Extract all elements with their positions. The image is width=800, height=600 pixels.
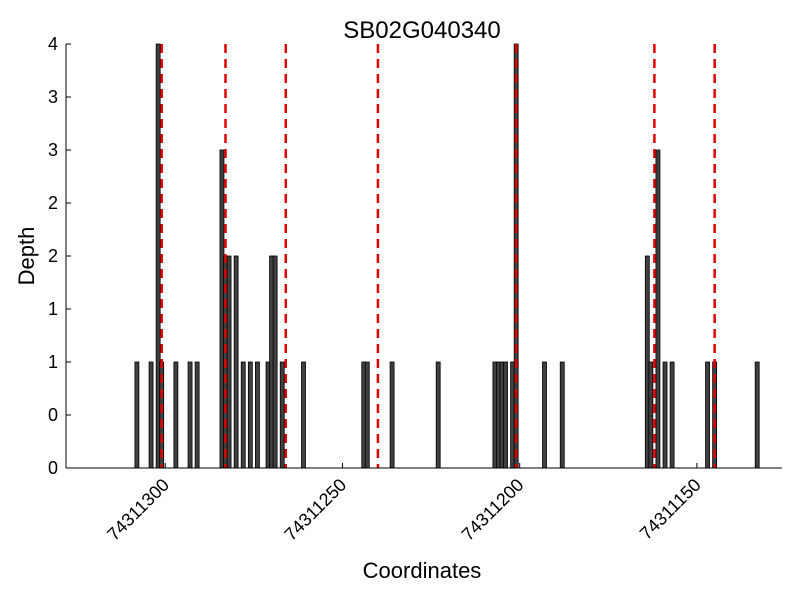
bar [272, 255, 278, 469]
bar [226, 255, 232, 469]
x-tick-label: 74311300 [103, 475, 173, 545]
axes-layer [65, 44, 782, 469]
bar [148, 361, 154, 469]
x-ticks-layer: 74311300 74311250 74311200 74311150 [103, 463, 705, 545]
bar [187, 361, 193, 469]
bar [389, 361, 395, 469]
y-tick-label: 4 [48, 34, 58, 54]
bar [134, 361, 140, 469]
bar [247, 361, 253, 469]
bar [233, 255, 239, 469]
y-tick-label: 2 [48, 246, 58, 266]
bar [655, 149, 661, 469]
bar [279, 361, 285, 469]
y-tick-label: 3 [48, 140, 58, 160]
bar [542, 361, 547, 469]
bar [435, 361, 441, 469]
bar [173, 361, 179, 469]
x-tick-label: 74311150 [636, 475, 705, 544]
bar [301, 361, 306, 469]
y-axis-label: Depth [14, 227, 39, 286]
y-tick-label: 2 [48, 193, 58, 213]
bar [364, 361, 370, 469]
bar [503, 361, 508, 469]
bar [648, 361, 654, 469]
x-tick-label: 74311200 [458, 475, 528, 545]
y-tick-label: 0 [48, 458, 58, 478]
bar [705, 361, 710, 469]
bar [669, 361, 675, 469]
y-tick-label: 3 [48, 87, 58, 107]
y-ticks-layer: 0 0 1 1 2 2 3 3 4 [48, 34, 71, 478]
bar [194, 361, 200, 469]
chart-title: SB02G040340 [343, 17, 500, 44]
y-tick-label: 1 [48, 299, 58, 319]
x-axis-label: Coordinates [363, 558, 482, 583]
bar [559, 361, 565, 469]
bar [754, 361, 760, 469]
y-tick-label: 0 [48, 405, 58, 425]
y-tick-label: 1 [48, 352, 58, 372]
bar [255, 361, 260, 469]
x-tick-label: 74311250 [280, 475, 350, 545]
marker-lines-layer [160, 44, 716, 468]
bar [662, 361, 668, 469]
bar [240, 361, 246, 469]
bars-layer [134, 43, 760, 469]
